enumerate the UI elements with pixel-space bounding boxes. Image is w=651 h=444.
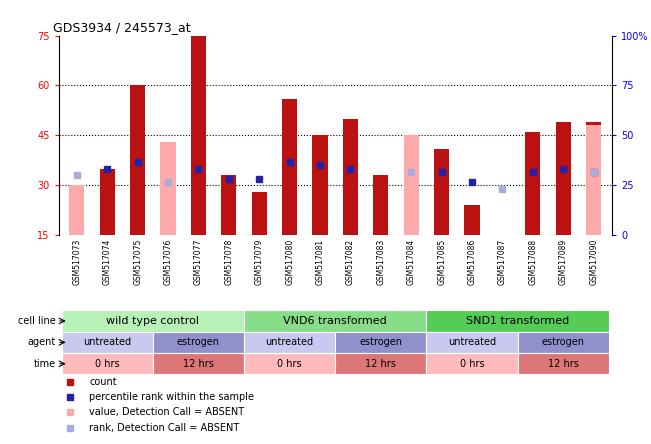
- Text: count: count: [89, 377, 117, 387]
- Text: GSM517080: GSM517080: [285, 239, 294, 285]
- Text: rank, Detection Call = ABSENT: rank, Detection Call = ABSENT: [89, 423, 240, 432]
- Bar: [426, 353, 518, 374]
- Text: wild type control: wild type control: [106, 316, 199, 326]
- Text: GSM517079: GSM517079: [255, 239, 264, 285]
- Bar: [252, 192, 267, 235]
- Text: estrogen: estrogen: [542, 337, 585, 347]
- Text: GDS3934 / 245573_at: GDS3934 / 245573_at: [53, 21, 191, 34]
- Bar: [153, 353, 244, 374]
- Text: 12 hrs: 12 hrs: [183, 359, 214, 369]
- Text: value, Detection Call = ABSENT: value, Detection Call = ABSENT: [89, 408, 244, 417]
- Bar: [62, 332, 153, 353]
- Text: GSM517081: GSM517081: [316, 239, 325, 285]
- Text: GSM517090: GSM517090: [589, 239, 598, 285]
- Text: GSM517087: GSM517087: [498, 239, 507, 285]
- Bar: [62, 353, 153, 374]
- Text: GSM517082: GSM517082: [346, 239, 355, 285]
- Bar: [426, 310, 609, 332]
- Text: GSM517074: GSM517074: [103, 239, 112, 285]
- Bar: [426, 332, 518, 353]
- Text: time: time: [33, 359, 55, 369]
- Bar: [586, 126, 602, 235]
- Bar: [518, 332, 609, 353]
- Bar: [464, 205, 480, 235]
- Bar: [244, 310, 426, 332]
- Bar: [221, 175, 236, 235]
- Text: 0 hrs: 0 hrs: [95, 359, 120, 369]
- Text: GSM517085: GSM517085: [437, 239, 446, 285]
- Text: untreated: untreated: [266, 337, 314, 347]
- Text: GSM517086: GSM517086: [467, 239, 477, 285]
- Bar: [434, 149, 449, 235]
- Bar: [335, 353, 426, 374]
- Text: GSM517077: GSM517077: [194, 239, 203, 285]
- Bar: [62, 310, 244, 332]
- Bar: [586, 122, 602, 235]
- Bar: [244, 332, 335, 353]
- Text: VND6 transformed: VND6 transformed: [283, 316, 387, 326]
- Bar: [244, 353, 335, 374]
- Text: GSM517078: GSM517078: [225, 239, 233, 285]
- Text: GSM517083: GSM517083: [376, 239, 385, 285]
- Text: estrogen: estrogen: [359, 337, 402, 347]
- Text: SND1 transformed: SND1 transformed: [466, 316, 570, 326]
- Text: GSM517089: GSM517089: [559, 239, 568, 285]
- Bar: [100, 169, 115, 235]
- Text: untreated: untreated: [448, 337, 496, 347]
- Bar: [556, 122, 571, 235]
- Bar: [525, 132, 540, 235]
- Text: GSM517075: GSM517075: [133, 239, 142, 285]
- Bar: [404, 135, 419, 235]
- Bar: [312, 135, 327, 235]
- Bar: [153, 332, 244, 353]
- Text: percentile rank within the sample: percentile rank within the sample: [89, 392, 254, 402]
- Bar: [518, 353, 609, 374]
- Text: GSM517084: GSM517084: [407, 239, 416, 285]
- Text: 12 hrs: 12 hrs: [365, 359, 396, 369]
- Bar: [335, 332, 426, 353]
- Bar: [343, 119, 358, 235]
- Text: 0 hrs: 0 hrs: [277, 359, 302, 369]
- Text: estrogen: estrogen: [177, 337, 220, 347]
- Text: 12 hrs: 12 hrs: [548, 359, 579, 369]
- Bar: [282, 99, 298, 235]
- Bar: [130, 85, 145, 235]
- Text: untreated: untreated: [83, 337, 132, 347]
- Text: agent: agent: [27, 337, 55, 347]
- Bar: [160, 142, 176, 235]
- Text: cell line: cell line: [18, 316, 55, 326]
- Text: GSM517088: GSM517088: [529, 239, 537, 285]
- Bar: [69, 186, 85, 235]
- Text: GSM517073: GSM517073: [72, 239, 81, 285]
- Text: 0 hrs: 0 hrs: [460, 359, 484, 369]
- Bar: [191, 36, 206, 235]
- Bar: [373, 175, 389, 235]
- Text: GSM517076: GSM517076: [163, 239, 173, 285]
